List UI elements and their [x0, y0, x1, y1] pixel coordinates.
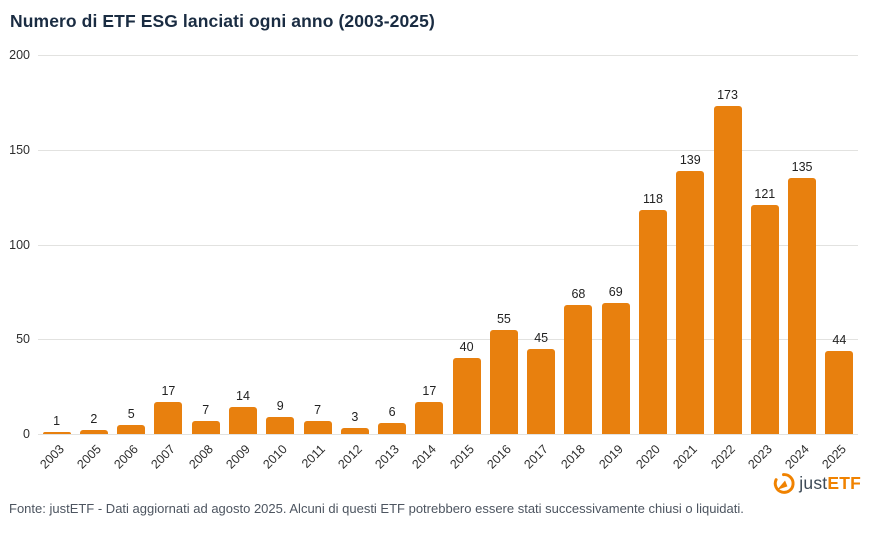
bar-value-label: 173 — [717, 88, 738, 102]
x-tick-label: 2003 — [36, 442, 67, 472]
bar-value-label: 68 — [571, 287, 586, 301]
x-tick-label: 2022 — [707, 442, 738, 472]
bar-value-label: 135 — [791, 160, 813, 174]
bar-value-label: 3 — [351, 410, 359, 424]
bar-2010[interactable] — [266, 417, 295, 434]
bar-2007[interactable] — [154, 402, 183, 434]
x-tick-label: 2016 — [484, 442, 514, 472]
bar-2025[interactable] — [825, 351, 854, 434]
logo-just-label: just — [799, 472, 828, 493]
bar-value-label: 45 — [534, 331, 549, 345]
gridline — [38, 55, 858, 56]
justetf-gauge-icon — [772, 472, 795, 495]
bar-2009[interactable] — [229, 407, 257, 434]
bar-2020[interactable] — [639, 210, 667, 434]
x-tick-label: 2014 — [409, 442, 440, 472]
bar-2024[interactable] — [788, 178, 817, 434]
x-tick-label: 2018 — [558, 442, 589, 472]
bar-2017[interactable] — [527, 349, 556, 434]
bar-value-label: 40 — [459, 340, 474, 354]
logo-etf-label: ETF — [827, 472, 861, 493]
bar-value-label: 17 — [161, 384, 176, 398]
bar-2014[interactable] — [415, 402, 444, 434]
bar-value-label: 121 — [754, 187, 776, 201]
x-tick-label: 2013 — [372, 442, 402, 472]
bar-2006[interactable] — [117, 425, 146, 434]
bar-value-label: 44 — [832, 333, 847, 347]
bar-value-label: 7 — [202, 403, 210, 417]
x-tick-label: 2015 — [446, 442, 477, 472]
x-tick-label: 2010 — [260, 442, 291, 472]
x-tick-label: 2005 — [74, 442, 104, 472]
gridline — [38, 434, 858, 435]
x-tick-label: 2011 — [298, 442, 328, 471]
x-tick-label: 2009 — [223, 442, 253, 472]
chart-title: Numero di ETF ESG lanciati ogni anno (20… — [10, 11, 435, 31]
bar-value-label: 9 — [276, 399, 284, 413]
y-tick-label: 100 — [9, 237, 30, 252]
bar-2003[interactable] — [42, 432, 71, 434]
gridline — [38, 149, 858, 151]
bar-value-label: 5 — [127, 407, 135, 421]
bar-value-label: 1 — [53, 414, 61, 428]
bar-value-label: 7 — [314, 403, 322, 417]
plot-area: 0 50 100 150 200 1 2003 2 2005 5 2006 17 2007 7 2008 14… — [9, 48, 858, 472]
bar-value-label: 14 — [236, 389, 250, 403]
x-tick-label: 2019 — [596, 442, 626, 472]
bar-2015[interactable] — [452, 358, 481, 434]
bar-2012[interactable] — [340, 428, 369, 434]
y-tick-label: 150 — [9, 142, 30, 157]
x-tick-label: 2008 — [186, 442, 216, 472]
gridline — [38, 244, 858, 246]
x-tick-label: 2021 — [670, 442, 701, 472]
bar-value-label: 17 — [422, 384, 437, 398]
bar-2005[interactable] — [79, 430, 108, 434]
bar-value-label: 69 — [608, 285, 623, 299]
bar-2023[interactable] — [750, 205, 779, 434]
bar-value-label: 55 — [496, 312, 511, 326]
bar-2008[interactable] — [191, 421, 220, 434]
bar-value-label: 139 — [679, 153, 701, 167]
x-tick-label: 2017 — [521, 442, 552, 472]
bar-2013[interactable] — [378, 423, 407, 434]
x-tick-label: 2012 — [335, 442, 365, 472]
x-tick-label: 2006 — [111, 442, 142, 472]
bar-2021[interactable] — [676, 171, 705, 434]
y-tick-label: 50 — [16, 332, 30, 347]
x-tick-label: 2020 — [633, 442, 663, 472]
justetf-logo[interactable]: justETF — [772, 469, 861, 497]
source-note: Fonte: justETF - Dati aggiornati ad agos… — [9, 501, 744, 516]
bar-2022[interactable] — [713, 106, 742, 434]
justetf-logo-text: justETF — [799, 473, 861, 494]
bar-2011[interactable] — [303, 421, 332, 434]
x-tick-label: 2007 — [148, 442, 179, 472]
bar-2016[interactable] — [489, 330, 518, 434]
bar-value-label: 6 — [388, 405, 396, 419]
x-tick-label: 2023 — [745, 442, 775, 472]
bar-value-label: 118 — [643, 192, 663, 206]
bar-value-label: 2 — [90, 412, 98, 426]
bar-2019[interactable] — [601, 303, 630, 434]
gridline — [38, 339, 858, 341]
y-tick-label: 0 — [23, 427, 30, 441]
bar-2018[interactable] — [564, 305, 593, 434]
y-tick-label: 200 — [9, 48, 30, 62]
